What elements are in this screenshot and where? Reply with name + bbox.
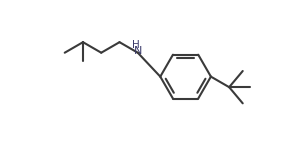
Text: N: N [133,46,142,56]
Text: H: H [132,40,139,50]
